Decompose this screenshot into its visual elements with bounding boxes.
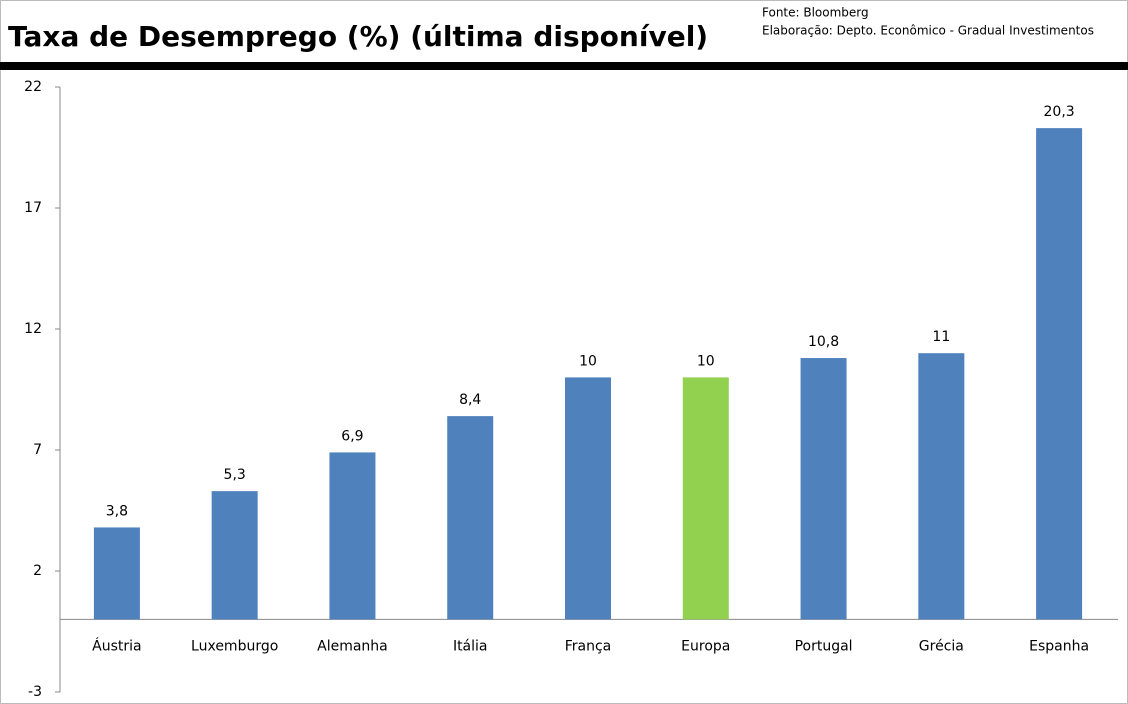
data-label: 11 [932, 329, 950, 345]
bar [93, 527, 140, 620]
data-label: 3,8 [106, 503, 128, 519]
x-tick-label: Europa [681, 638, 730, 654]
bar [918, 353, 965, 620]
source: Elaboração: Depto. Econômico - Gradual I… [762, 24, 1094, 38]
x-tick-label: Itália [453, 638, 488, 654]
y-tick-label: 2 [33, 563, 42, 579]
data-label: 10 [697, 353, 715, 369]
bar [565, 377, 611, 620]
bar [329, 452, 376, 620]
x-tick-label: Áustria [92, 637, 141, 654]
chart-title: Taxa de Desemprego (%) (última disponíve… [8, 20, 708, 53]
y-tick-label: -3 [28, 684, 42, 700]
y-tick-label: 7 [33, 442, 42, 458]
data-label: 8,4 [459, 392, 481, 408]
data-label: 10 [579, 353, 597, 369]
bar [800, 358, 847, 620]
bar [447, 416, 494, 620]
x-tick-label: Alemanha [317, 638, 388, 654]
x-tick-label: França [565, 638, 612, 654]
x-tick-label: Luxemburgo [191, 638, 278, 654]
separator [0, 62, 1128, 70]
y-tick-label: 17 [24, 200, 42, 216]
bar [211, 491, 258, 620]
data-label: 10,8 [808, 334, 839, 350]
bar [1036, 128, 1083, 620]
source: Fonte: Bloomberg [762, 6, 869, 20]
bar [682, 377, 729, 620]
x-tick-label: Portugal [795, 638, 853, 654]
data-label: 20,3 [1044, 104, 1075, 120]
y-tick-label: 12 [24, 321, 42, 337]
data-label: 5,3 [224, 467, 246, 483]
x-tick-label: Espanha [1029, 638, 1089, 654]
x-tick-label: Grécia [919, 638, 964, 654]
y-tick-label: 22 [24, 79, 42, 95]
data-label: 6,9 [341, 428, 363, 444]
